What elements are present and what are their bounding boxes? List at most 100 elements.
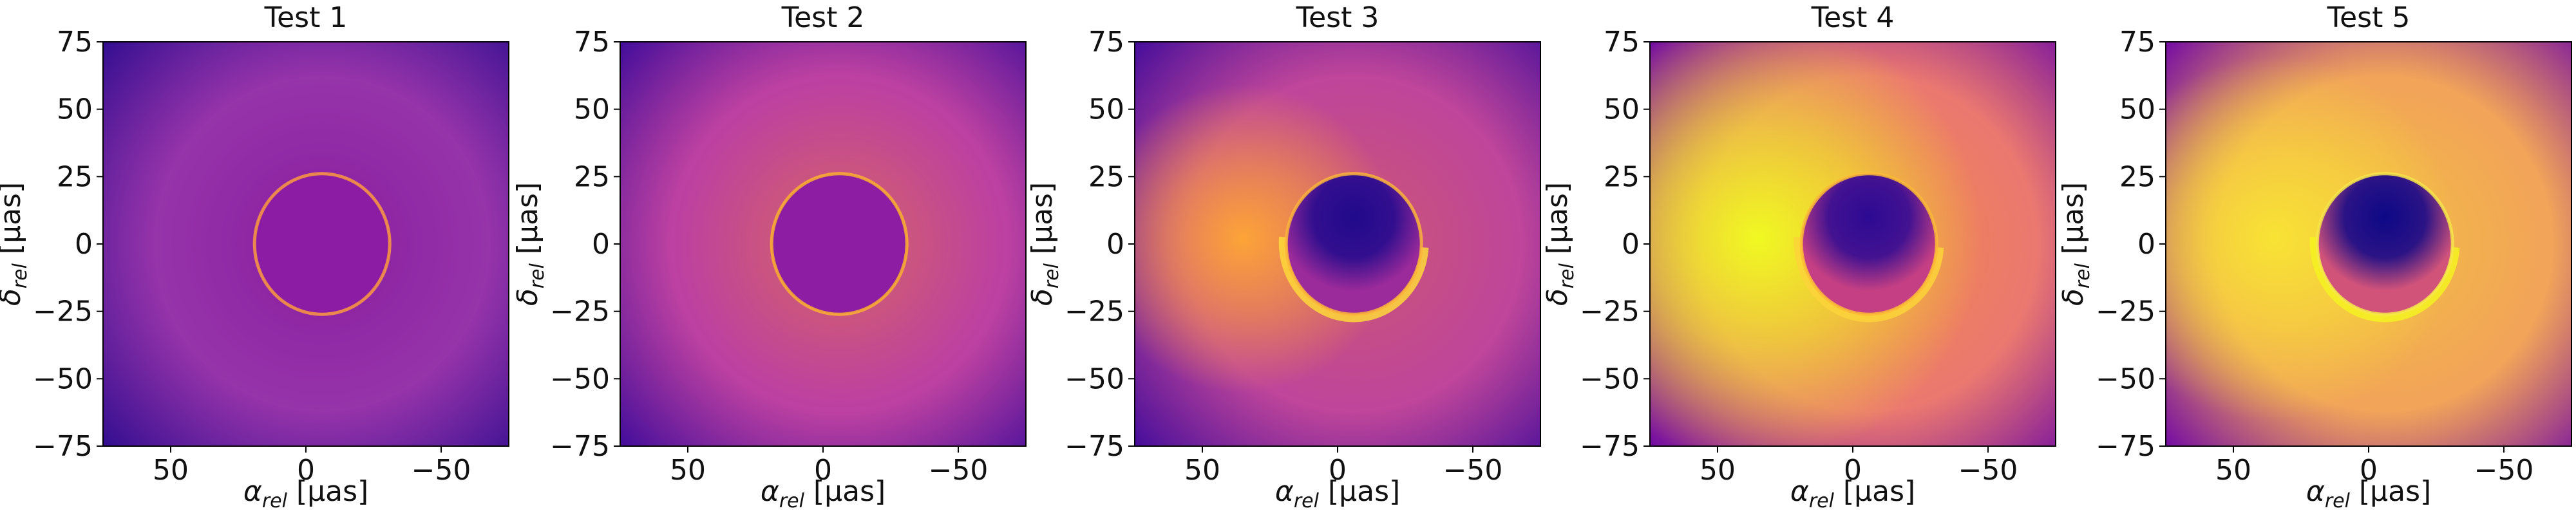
y-tick: −75: [33, 430, 103, 463]
y-tick-label: 25: [1604, 160, 1640, 193]
photon-ring: [770, 172, 909, 316]
y-tick: −25: [1580, 295, 1650, 328]
x-tick-label: −50: [2474, 454, 2534, 487]
y-tick-label: 50: [57, 93, 93, 126]
central-disk: [254, 173, 390, 315]
y-tick-label: 75: [1604, 26, 1640, 59]
panel-3: 50 0 −50 75 50 25 0 −25 −50 −75 Test 3 αrel [μas] δr…: [1026, 0, 1546, 515]
y-tick: −50: [1580, 362, 1650, 395]
x-tick: 50: [1184, 446, 1220, 487]
y-tick-label: −25: [2096, 295, 2155, 328]
heatmap-image: [103, 42, 509, 446]
y-tick: −25: [2096, 295, 2166, 328]
x-tick-label: 0: [297, 454, 315, 487]
x-tick-label: −50: [929, 454, 989, 487]
y-tick: 50: [574, 93, 620, 126]
x-tick: 50: [2215, 446, 2251, 487]
x-tick-label: −50: [412, 454, 471, 487]
panel-2: 50 0 −50 75 50 25 0 −25 −50 −75 Test 2 αrel [μas] δr…: [511, 0, 1030, 515]
y-tick: −75: [2096, 430, 2166, 463]
x-tick-label: 0: [2360, 454, 2378, 487]
panel-title: Test 2: [781, 1, 865, 34]
panel-5: 50 0 −50 75 50 25 0 −25 −50 −75 Test 5 αrel [μas] δr…: [2057, 0, 2576, 515]
heatmap-svg: 50 0 −50 75 50 25 0 −25 −50 −75: [1580, 26, 2056, 487]
y-tick: 0: [2137, 228, 2166, 261]
y-tick: −75: [550, 430, 620, 463]
x-tick-label: 50: [670, 454, 706, 487]
x-tick-label: 50: [1700, 454, 1736, 487]
bright-crescent: [1794, 236, 1944, 323]
x-tick-label: 50: [153, 454, 189, 487]
heatmap-svg: 50 0 −50 75 50 25 0 −25 −50 −75: [2096, 26, 2572, 487]
heatmap-svg: 50 0 −50 75 50 25 0 −25 −50 −75: [33, 26, 509, 487]
y-tick: 75: [2119, 26, 2166, 59]
y-tick-label: 0: [1622, 228, 1640, 261]
y-tick: −50: [33, 362, 103, 395]
y-tick-label: 25: [2119, 160, 2155, 193]
y-tick-label: 50: [1088, 93, 1124, 126]
x-tick: 50: [153, 446, 189, 487]
y-tick-label: −50: [1580, 362, 1640, 395]
photon-ring: [2315, 172, 2454, 316]
heatmap-svg: 50 0 −50 75 50 25 0 −25 −50 −75: [550, 26, 1027, 487]
y-tick: −50: [2096, 362, 2166, 395]
y-tick-label: 50: [574, 93, 610, 126]
x-tick-label: 0: [814, 454, 832, 487]
y-tick-label: −75: [2096, 430, 2155, 463]
y-tick: 75: [574, 26, 620, 59]
y-tick: 25: [1088, 160, 1135, 193]
y-tick-label: −50: [33, 362, 93, 395]
panel-title: Test 5: [2327, 1, 2410, 34]
y-tick-label: 0: [2137, 228, 2155, 261]
y-tick: −50: [550, 362, 620, 395]
x-tick: 0: [814, 446, 832, 487]
heatmap-image: [620, 42, 1026, 446]
y-axis-label: δrel [μas]: [2057, 182, 2094, 306]
y-tick-label: −25: [550, 295, 610, 328]
y-axis-label: δrel [μas]: [1541, 182, 1578, 306]
panel-1: 50 0 −50 75 50 25 0 −25 −50 −75 Test 1 αrel [μas] δr…: [0, 0, 515, 515]
x-tick-label: 50: [2215, 454, 2251, 487]
x-tick: −50: [2474, 446, 2534, 487]
y-tick-label: −50: [1065, 362, 1124, 395]
y-tick-label: −25: [33, 295, 93, 328]
shadow: [1286, 173, 1422, 315]
x-tick: −50: [929, 446, 989, 487]
panel-title: Test 1: [264, 1, 348, 34]
y-tick: −25: [33, 295, 103, 328]
panel-title: Test 4: [1811, 1, 1895, 34]
y-tick: −25: [550, 295, 620, 328]
y-tick: 50: [57, 93, 103, 126]
y-tick-label: 50: [1604, 93, 1640, 126]
heatmap-svg: 50 0 −50 75 50 25 0 −25 −50 −75: [1065, 26, 1541, 487]
x-axis-label: αrel [μas]: [760, 475, 886, 512]
x-tick: 50: [1700, 446, 1736, 487]
x-tick: 0: [1844, 446, 1862, 487]
x-axis-label: αrel [μas]: [1790, 475, 1916, 512]
bright-crescent: [2309, 236, 2460, 323]
x-tick: 0: [2360, 446, 2378, 487]
panel-4: 50 0 −50 75 50 25 0 −25 −50 −75 Test 4 αrel [μas] δr…: [1541, 0, 2061, 515]
photon-ring: [1284, 172, 1423, 316]
photon-ring: [1799, 172, 1938, 316]
y-tick: 0: [1622, 228, 1650, 261]
y-axis-label: δrel [μas]: [511, 182, 549, 306]
photon-ring: [252, 172, 392, 316]
y-tick-label: −75: [550, 430, 610, 463]
y-tick-label: −25: [1065, 295, 1124, 328]
x-tick-label: 50: [1184, 454, 1220, 487]
y-tick-label: 50: [2119, 93, 2155, 126]
y-tick-label: 75: [1088, 26, 1124, 59]
x-tick: −50: [1958, 446, 2018, 487]
x-tick: 0: [297, 446, 315, 487]
y-tick: 50: [1088, 93, 1135, 126]
panel-title: Test 3: [1296, 1, 1379, 34]
y-tick-label: 0: [1106, 228, 1124, 261]
y-tick-label: 25: [574, 160, 610, 193]
y-tick: 0: [592, 228, 620, 261]
y-tick: 25: [1604, 160, 1650, 193]
central-disk: [772, 173, 907, 315]
x-tick: −50: [1443, 446, 1502, 487]
y-tick-label: −50: [550, 362, 610, 395]
y-tick: 0: [1106, 228, 1135, 261]
